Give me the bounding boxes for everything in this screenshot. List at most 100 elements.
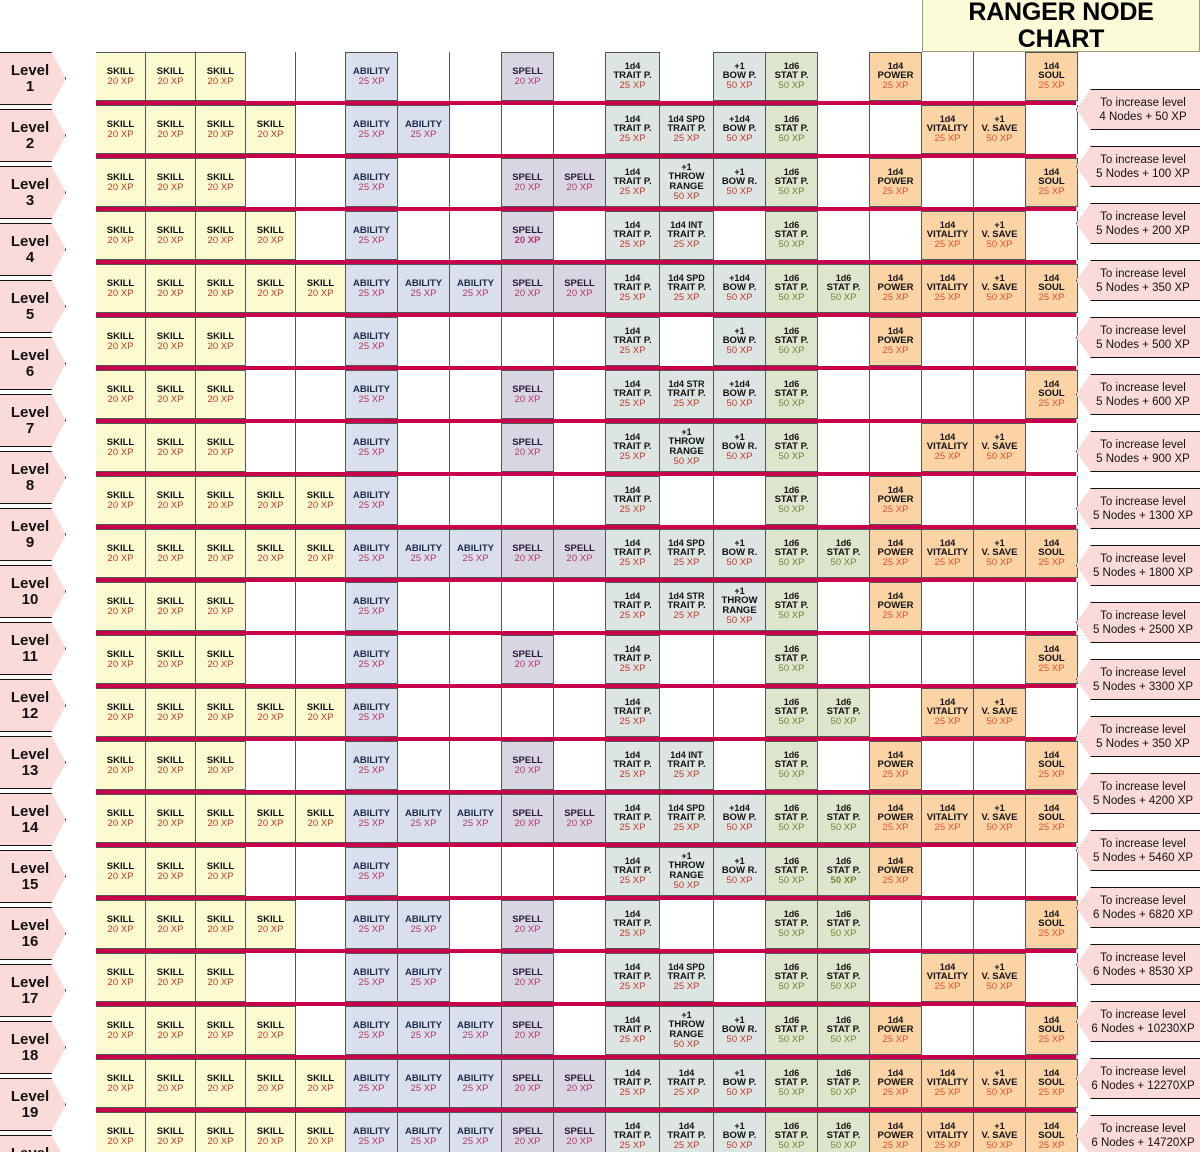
node-cell-trait[interactable]: 1d4 TRAIT P. 25 XP [660, 1059, 714, 1108]
node-cell-stat[interactable]: 1d6 STAT P. 50 XP [766, 423, 818, 472]
node-cell-skill[interactable]: SKILL 20 XP [196, 1006, 246, 1055]
node-cell-stat[interactable]: 1d6 STAT P. 50 XP [766, 476, 818, 525]
node-cell-skill[interactable]: SKILL 20 XP [146, 635, 196, 684]
node-cell-ability[interactable]: ABILITY 25 XP [346, 211, 398, 260]
node-cell-skill[interactable]: SKILL 20 XP [96, 900, 146, 949]
node-cell-trait[interactable]: 1d4 TRAIT P. 25 XP [606, 476, 660, 525]
node-cell-skill[interactable]: SKILL 20 XP [146, 847, 196, 896]
node-cell-ability[interactable]: ABILITY 25 XP [346, 582, 398, 631]
node-cell-skill[interactable]: SKILL 20 XP [246, 105, 296, 154]
node-cell-skill[interactable]: SKILL 20 XP [96, 1112, 146, 1152]
node-cell-spell[interactable]: SPELL 20 XP [502, 1112, 554, 1152]
node-cell-stat[interactable]: 1d6 STAT P. 50 XP [818, 953, 870, 1002]
node-cell-skill[interactable]: SKILL 20 XP [146, 52, 196, 101]
node-cell-vitality[interactable]: 1d4 VITALITY 25 XP [922, 264, 974, 313]
node-cell-skill[interactable]: SKILL 20 XP [196, 52, 246, 101]
node-cell-trait[interactable]: 1d4 TRAIT P. 25 XP [606, 582, 660, 631]
node-cell-skill[interactable]: SKILL 20 XP [96, 847, 146, 896]
node-cell-skill[interactable]: SKILL 20 XP [246, 211, 296, 260]
node-cell-trait[interactable]: 1d4 TRAIT P. 25 XP [606, 211, 660, 260]
node-cell-ability[interactable]: ABILITY 25 XP [450, 264, 502, 313]
node-cell-skill[interactable]: SKILL 20 XP [246, 1006, 296, 1055]
node-cell-trait[interactable]: 1d4 TRAIT P. 25 XP [606, 529, 660, 578]
node-cell-bow-p1[interactable]: +1 BOW P. 50 XP [714, 317, 766, 366]
node-cell-skill[interactable]: SKILL 20 XP [146, 370, 196, 419]
node-cell-skill[interactable]: SKILL 20 XP [246, 476, 296, 525]
node-cell-skill[interactable]: SKILL 20 XP [96, 688, 146, 737]
node-cell-vsave[interactable]: +1 V. SAVE 50 XP [974, 794, 1026, 843]
node-cell-skill[interactable]: SKILL 20 XP [146, 688, 196, 737]
node-cell-ability[interactable]: ABILITY 25 XP [346, 847, 398, 896]
node-cell-power[interactable]: 1d4 POWER 25 XP [870, 847, 922, 896]
node-cell-spell[interactable]: SPELL 20 XP [502, 1059, 554, 1108]
node-cell-trait-int[interactable]: 1d4 INT TRAIT P. 25 XP [660, 211, 714, 260]
node-cell-skill[interactable]: SKILL 20 XP [296, 264, 346, 313]
node-cell-stat[interactable]: 1d6 STAT P. 50 XP [818, 1059, 870, 1108]
node-cell-power[interactable]: 1d4 POWER 25 XP [870, 1112, 922, 1152]
node-cell-skill[interactable]: SKILL 20 XP [146, 1006, 196, 1055]
node-cell-ability[interactable]: ABILITY 25 XP [346, 317, 398, 366]
node-cell-spell[interactable]: SPELL 20 XP [554, 264, 606, 313]
node-cell-ability[interactable]: ABILITY 25 XP [346, 794, 398, 843]
node-cell-ability[interactable]: ABILITY 25 XP [398, 794, 450, 843]
node-cell-throw[interactable]: +1 THROW RANGE 50 XP [660, 1006, 714, 1055]
node-cell-skill[interactable]: SKILL 20 XP [96, 476, 146, 525]
node-cell-spell[interactable]: SPELL 20 XP [502, 370, 554, 419]
node-cell-trait[interactable]: 1d4 TRAIT P. 25 XP [606, 953, 660, 1002]
node-cell-skill[interactable]: SKILL 20 XP [96, 264, 146, 313]
node-cell-trait-spd[interactable]: 1d4 SPD TRAIT P. 25 XP [660, 264, 714, 313]
node-cell-stat[interactable]: 1d6 STAT P. 50 XP [766, 370, 818, 419]
node-cell-skill[interactable]: SKILL 20 XP [146, 105, 196, 154]
node-cell-stat[interactable]: 1d6 STAT P. 50 XP [766, 317, 818, 366]
node-cell-ability[interactable]: ABILITY 25 XP [450, 1006, 502, 1055]
node-cell-spell[interactable]: SPELL 20 XP [554, 529, 606, 578]
node-cell-spell[interactable]: SPELL 20 XP [502, 794, 554, 843]
node-cell-skill[interactable]: SKILL 20 XP [196, 900, 246, 949]
node-cell-skill[interactable]: SKILL 20 XP [96, 582, 146, 631]
node-cell-trait[interactable]: 1d4 TRAIT P. 25 XP [606, 794, 660, 843]
node-cell-ability[interactable]: ABILITY 25 XP [346, 1059, 398, 1108]
node-cell-skill[interactable]: SKILL 20 XP [96, 794, 146, 843]
node-cell-ability[interactable]: ABILITY 25 XP [450, 794, 502, 843]
node-cell-skill[interactable]: SKILL 20 XP [96, 529, 146, 578]
node-cell-trait[interactable]: 1d4 TRAIT P. 25 XP [606, 1059, 660, 1108]
node-cell-skill[interactable]: SKILL 20 XP [146, 582, 196, 631]
node-cell-power[interactable]: 1d4 POWER 25 XP [870, 1059, 922, 1108]
node-cell-skill[interactable]: SKILL 20 XP [96, 1059, 146, 1108]
node-cell-skill[interactable]: SKILL 20 XP [196, 1059, 246, 1108]
node-cell-stat[interactable]: 1d6 STAT P. 50 XP [766, 582, 818, 631]
node-cell-power[interactable]: 1d4 POWER 25 XP [870, 158, 922, 207]
node-cell-vitality[interactable]: 1d4 VITALITY 25 XP [922, 529, 974, 578]
node-cell-bow-p1[interactable]: +1 BOW P. 50 XP [714, 52, 766, 101]
node-cell-trait[interactable]: 1d4 TRAIT P. 25 XP [606, 423, 660, 472]
node-cell-bow-r1[interactable]: +1 BOW R. 50 XP [714, 529, 766, 578]
node-cell-vsave[interactable]: +1 V. SAVE 50 XP [974, 688, 1026, 737]
node-cell-trait[interactable]: 1d4 TRAIT P. 25 XP [606, 105, 660, 154]
node-cell-spell[interactable]: SPELL 20 XP [502, 741, 554, 790]
node-cell-ability[interactable]: ABILITY 25 XP [346, 370, 398, 419]
node-cell-skill[interactable]: SKILL 20 XP [296, 1059, 346, 1108]
node-cell-skill[interactable]: SKILL 20 XP [196, 741, 246, 790]
node-cell-stat[interactable]: 1d6 STAT P. 50 XP [818, 900, 870, 949]
node-cell-trait-int[interactable]: 1d4 INT TRAIT P. 25 XP [660, 741, 714, 790]
node-cell-skill[interactable]: SKILL 20 XP [196, 794, 246, 843]
node-cell-power[interactable]: 1d4 POWER 25 XP [870, 476, 922, 525]
node-cell-ability[interactable]: ABILITY 25 XP [398, 1006, 450, 1055]
node-cell-skill[interactable]: SKILL 20 XP [96, 211, 146, 260]
node-cell-skill[interactable]: SKILL 20 XP [196, 423, 246, 472]
node-cell-skill[interactable]: SKILL 20 XP [196, 688, 246, 737]
node-cell-stat[interactable]: 1d6 STAT P. 50 XP [766, 529, 818, 578]
node-cell-bow-r1[interactable]: +1 BOW R. 50 XP [714, 158, 766, 207]
node-cell-ability[interactable]: ABILITY 25 XP [346, 476, 398, 525]
node-cell-ability[interactable]: ABILITY 25 XP [450, 1059, 502, 1108]
node-cell-vitality[interactable]: 1d4 VITALITY 25 XP [922, 794, 974, 843]
node-cell-skill[interactable]: SKILL 20 XP [246, 794, 296, 843]
node-cell-trait[interactable]: 1d4 TRAIT P. 25 XP [606, 158, 660, 207]
node-cell-stat[interactable]: 1d6 STAT P. 50 XP [818, 1112, 870, 1152]
node-cell-ability[interactable]: ABILITY 25 XP [398, 529, 450, 578]
node-cell-vitality[interactable]: 1d4 VITALITY 25 XP [922, 423, 974, 472]
node-cell-soul[interactable]: 1d4 SOUL 25 XP [1026, 794, 1078, 843]
node-cell-ability[interactable]: ABILITY 25 XP [398, 900, 450, 949]
node-cell-soul[interactable]: 1d4 SOUL 25 XP [1026, 370, 1078, 419]
node-cell-skill[interactable]: SKILL 20 XP [146, 264, 196, 313]
